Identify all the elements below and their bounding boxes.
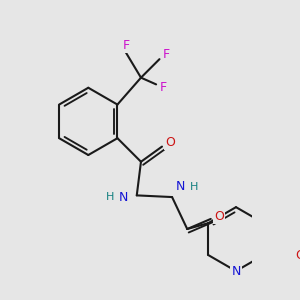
Text: N: N bbox=[176, 181, 185, 194]
Text: H: H bbox=[106, 192, 114, 202]
Text: N: N bbox=[118, 190, 128, 204]
Text: N: N bbox=[231, 265, 241, 278]
Text: O: O bbox=[295, 249, 300, 262]
Text: F: F bbox=[159, 81, 167, 94]
Text: O: O bbox=[166, 136, 175, 149]
Text: H: H bbox=[190, 182, 198, 192]
Text: F: F bbox=[122, 39, 129, 52]
Text: F: F bbox=[163, 48, 170, 61]
Text: O: O bbox=[214, 210, 224, 223]
